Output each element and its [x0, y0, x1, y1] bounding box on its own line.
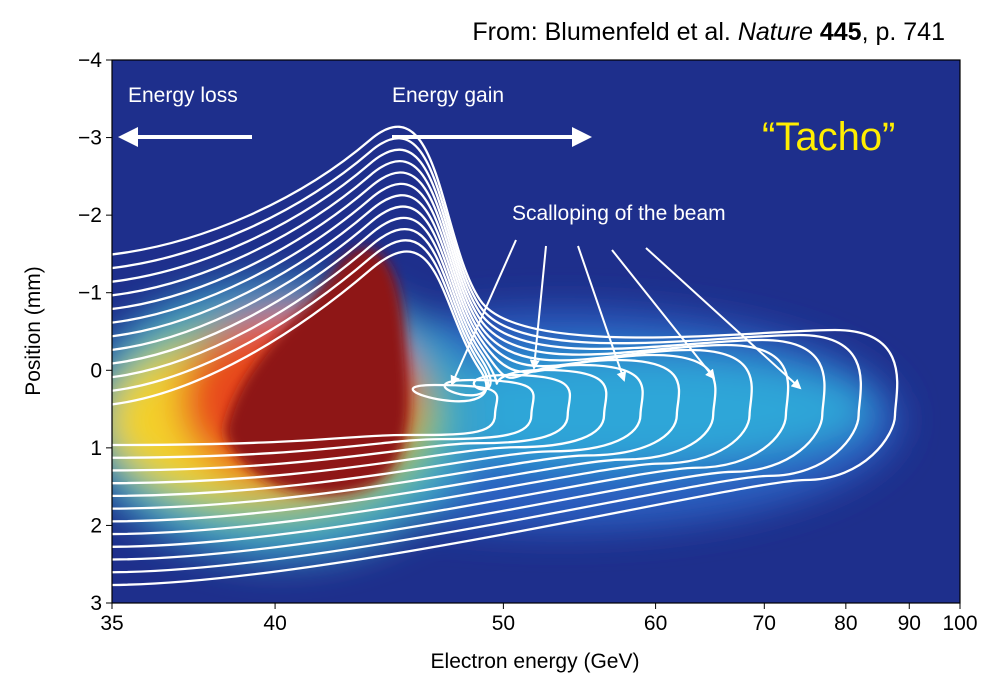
contour-line	[112, 159, 790, 548]
contour-line	[112, 250, 499, 447]
contour-line	[112, 216, 608, 485]
x-tick-label: 100	[942, 612, 977, 635]
y-tick-label: −1	[78, 282, 102, 305]
x-tick-label: 50	[492, 612, 515, 635]
x-tick-label: 70	[753, 612, 776, 635]
contour-line	[112, 171, 753, 536]
contour-line	[112, 205, 644, 498]
source-pages: , p. 741	[862, 18, 945, 46]
y-tick-label: −4	[78, 49, 102, 72]
x-tick-label: 80	[834, 612, 857, 635]
y-tick-label: −3	[78, 127, 102, 150]
annotation: Energy loss	[128, 84, 238, 107]
contour-line	[112, 182, 717, 523]
source-journal: Nature	[738, 18, 813, 46]
contour-line	[112, 148, 826, 561]
plot-frame	[111, 59, 961, 604]
y-tick-label: 1	[90, 437, 102, 460]
source-prefix: From: Blumenfeld et al.	[472, 18, 730, 46]
annotation: “Tacho”	[762, 115, 895, 159]
contour-line	[112, 228, 572, 472]
x-tick-label: 90	[898, 612, 921, 635]
annotation: Energy gain	[392, 84, 504, 107]
annotation: Scalloping of the beam	[512, 202, 726, 225]
y-axis-label: Position (mm)	[22, 266, 45, 396]
heatmap	[112, 60, 960, 603]
contour-line	[112, 194, 681, 510]
arrows	[450, 239, 802, 390]
y-tick-label: 2	[90, 514, 102, 537]
x-axis-label: Electron energy (GeV)	[431, 650, 640, 673]
contour-line	[112, 137, 862, 574]
contour-line	[112, 125, 899, 587]
y-tick-label: 0	[90, 359, 102, 382]
contours	[112, 125, 899, 587]
source: From: Blumenfeld et al. Nature 445, p. 741	[472, 18, 945, 46]
x-tick-label: 35	[100, 612, 123, 635]
x-tick-label: 40	[263, 612, 286, 635]
y-tick-label: 3	[90, 592, 102, 615]
y-tick-label: −2	[78, 204, 102, 227]
x-tick-label: 60	[644, 612, 667, 635]
source-volume: 445	[820, 18, 862, 46]
